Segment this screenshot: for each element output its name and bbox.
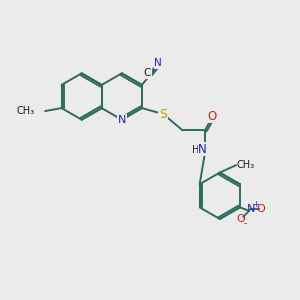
Text: CH₃: CH₃ — [17, 106, 35, 116]
Text: N: N — [198, 142, 207, 156]
Text: CH₃: CH₃ — [236, 160, 254, 170]
Text: N: N — [247, 204, 255, 214]
Text: N: N — [118, 115, 126, 125]
Text: O: O — [207, 110, 217, 122]
Text: +: + — [252, 200, 259, 209]
Text: C: C — [144, 68, 151, 78]
Text: -: - — [244, 218, 247, 228]
Text: O: O — [256, 204, 265, 214]
Text: H: H — [192, 145, 199, 155]
Text: S: S — [159, 107, 167, 121]
Text: O: O — [237, 214, 245, 224]
Text: N: N — [154, 58, 162, 68]
